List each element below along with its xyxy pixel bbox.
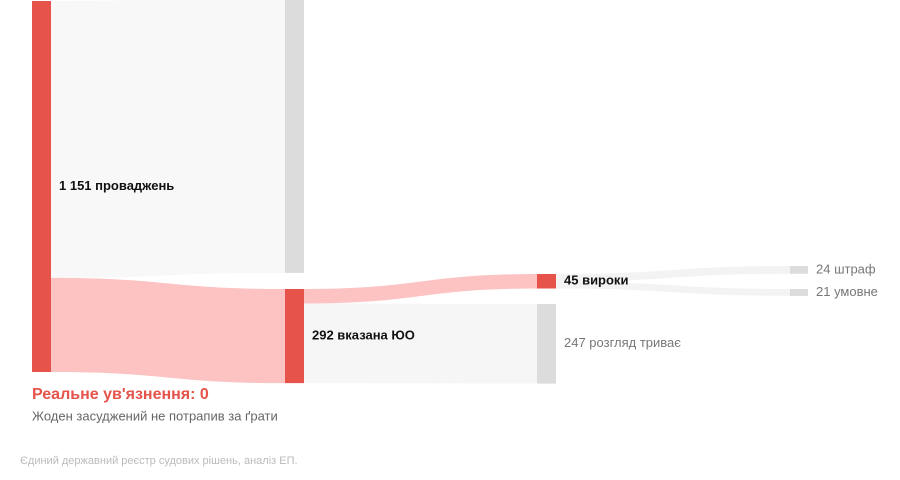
link bbox=[556, 281, 790, 296]
link bbox=[51, 277, 285, 384]
node-label: 292 вказана ЮО bbox=[312, 327, 415, 342]
node bbox=[537, 274, 556, 289]
link bbox=[304, 303, 537, 384]
annotation-title: Реальне ув'язнення: 0 bbox=[32, 386, 209, 403]
node bbox=[285, 0, 304, 273]
annotation-text: Жоден засуджений не потрапив за ґрати bbox=[32, 408, 278, 423]
link bbox=[51, 0, 285, 278]
node-label: 21 умовне bbox=[816, 284, 878, 299]
node-label: 247 розгляд триває bbox=[564, 335, 681, 350]
node bbox=[790, 289, 808, 296]
link bbox=[304, 274, 537, 304]
source-note: Єдиний державний реєстр судових рішень, … bbox=[20, 455, 298, 467]
node-label: 24 штраф bbox=[816, 261, 876, 276]
node bbox=[790, 266, 808, 274]
node bbox=[537, 304, 556, 384]
node-label: 1 151 проваджень bbox=[59, 178, 174, 193]
link bbox=[556, 266, 790, 282]
node-label: 45 вироки bbox=[564, 273, 628, 288]
links bbox=[51, 0, 790, 384]
nodes: 1 151 проваджень 292 вказана ЮО 45 вироки 2… bbox=[32, 0, 878, 384]
node bbox=[285, 289, 304, 384]
node bbox=[32, 1, 51, 372]
